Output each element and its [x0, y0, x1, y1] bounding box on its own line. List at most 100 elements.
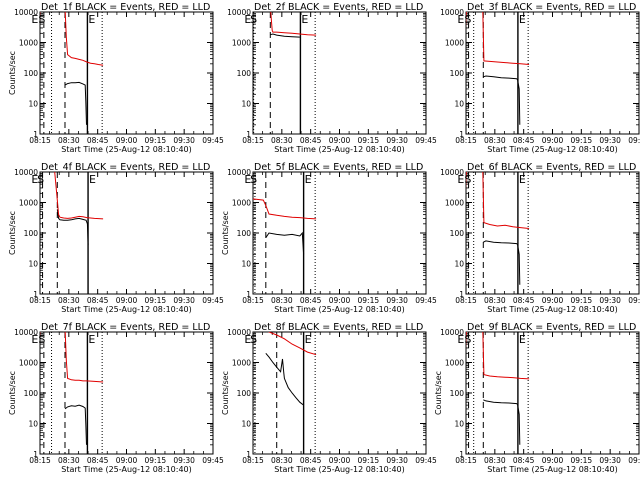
- x-axis-label: Start Time (25-Aug-12 08:10:40): [487, 465, 618, 474]
- x-tick-label: 09:00: [542, 456, 564, 465]
- x-tick-label: 09:45: [202, 296, 224, 305]
- y-tick-label: 1: [246, 290, 251, 299]
- lld-series-line: [466, 12, 530, 65]
- events-series-line: [56, 209, 89, 246]
- y-tick-label: 100: [450, 229, 465, 238]
- y-tick-label: 100: [24, 229, 39, 238]
- chart-title: Det_9f BLACK = Events, RED = LLD: [467, 322, 636, 333]
- series-group: [54, 172, 104, 246]
- phase-marker-label: E: [457, 13, 464, 26]
- phase-marker-label: E: [305, 173, 312, 186]
- phase-marker-label: E: [88, 13, 95, 26]
- x-tick-label: 09:45: [628, 456, 640, 465]
- x-tick-label: 09:45: [628, 136, 640, 145]
- y-tick-label: 10000: [227, 8, 251, 17]
- y-tick-label: 10: [454, 100, 464, 109]
- x-tick-label: 08:15: [455, 136, 477, 145]
- x-tick-label: 09:00: [116, 136, 138, 145]
- events-series-line: [483, 240, 521, 285]
- lld-series-line: [253, 198, 317, 220]
- y-tick-label: 10000: [14, 328, 38, 337]
- phase-marker-label: S: [250, 13, 257, 26]
- series-group: [253, 198, 317, 255]
- series-group: [265, 332, 317, 406]
- y-tick-label: 1000: [445, 359, 464, 368]
- x-tick-label: 09:30: [386, 136, 408, 145]
- x-tick-label: 09:15: [571, 456, 593, 465]
- chart-panel-2: Det_2f BLACK = Events, RED = LLD 1 10 100 10…: [227, 2, 437, 154]
- x-tick-label: 09:15: [571, 136, 593, 145]
- series-group: [40, 332, 104, 445]
- phase-marker-label: E: [301, 13, 308, 26]
- phase-marker-label: E: [519, 173, 526, 186]
- x-tick-label: 08:15: [242, 456, 264, 465]
- x-tick-label: 09:45: [415, 296, 437, 305]
- x-tick-label: 09:00: [116, 456, 138, 465]
- y-tick-label: 100: [24, 69, 39, 78]
- y-axis-label: Counts/sec: [8, 51, 17, 95]
- chart-title: Det_1f BLACK = Events, RED = LLD: [41, 2, 210, 13]
- x-tick-label: 08:15: [29, 456, 51, 465]
- x-axis-label: Start Time (25-Aug-12 08:10:40): [487, 145, 618, 154]
- phase-marker-label: E: [457, 173, 464, 186]
- x-tick-label: 09:45: [415, 136, 437, 145]
- chart-panel-8: Det_8f BLACK = Events, RED = LLD 1 10 100 10…: [221, 322, 437, 474]
- y-axis-label: Counts/sec: [221, 371, 230, 415]
- phase-marker-label: E: [88, 333, 95, 346]
- marker-lines: [253, 12, 316, 134]
- x-axis-label: Start Time (25-Aug-12 08:10:40): [61, 145, 192, 154]
- y-tick-label: 100: [24, 389, 39, 398]
- x-tick-label: 08:15: [455, 456, 477, 465]
- phase-marker-label: E: [305, 333, 312, 346]
- chart-title: Det_8f BLACK = Events, RED = LLD: [254, 322, 423, 333]
- x-axis-label: Start Time (25-Aug-12 08:10:40): [487, 305, 618, 314]
- lld-series-line: [270, 12, 317, 36]
- events-series-line: [265, 231, 305, 255]
- x-tick-label: 08:45: [300, 296, 322, 305]
- lld-series-line: [466, 172, 530, 229]
- x-tick-label: 09:00: [542, 136, 564, 145]
- x-tick-label: 09:00: [329, 296, 351, 305]
- y-tick-label: 1000: [19, 359, 38, 368]
- x-tick-label: 09:45: [415, 456, 437, 465]
- y-tick-label: 10: [28, 420, 38, 429]
- x-tick-label: 09:15: [145, 296, 167, 305]
- marker-lines: [43, 12, 103, 134]
- y-tick-label: 1000: [19, 199, 38, 208]
- y-axis-label: Counts/sec: [434, 371, 443, 415]
- phase-marker-label: E: [244, 13, 251, 26]
- lld-series-line: [268, 332, 317, 356]
- x-tick-label: 08:30: [484, 456, 506, 465]
- chart-panel-7: Det_7f BLACK = Events, RED = LLD 1 10 100 10…: [8, 322, 224, 474]
- events-series-line: [270, 33, 300, 38]
- chart-title: Det_5f BLACK = Events, RED = LLD: [254, 162, 423, 173]
- x-tick-label: 09:15: [358, 456, 380, 465]
- lld-series-line: [40, 12, 104, 66]
- x-tick-label: 08:15: [29, 296, 51, 305]
- y-tick-label: 10: [28, 100, 38, 109]
- y-tick-label: 10000: [227, 168, 251, 177]
- phase-marker-label: S: [38, 13, 45, 26]
- x-tick-label: 09:30: [386, 456, 408, 465]
- marker-lines: [254, 172, 316, 294]
- x-tick-label: 08:15: [242, 296, 264, 305]
- phase-marker-label: S: [464, 173, 471, 186]
- y-tick-label: 1000: [232, 199, 251, 208]
- lld-series-line: [54, 172, 104, 220]
- phase-marker-label: E: [31, 333, 38, 346]
- y-axis-label: Counts/sec: [8, 371, 17, 415]
- x-tick-label: 08:45: [513, 136, 535, 145]
- y-axis-label: Counts/sec: [8, 211, 17, 255]
- x-tick-label: 09:30: [599, 296, 621, 305]
- events-series-line: [265, 352, 304, 406]
- x-tick-label: 09:30: [599, 136, 621, 145]
- phase-marker-label: E: [519, 13, 526, 26]
- events-series-line: [64, 81, 87, 125]
- y-tick-label: 10: [28, 260, 38, 269]
- phase-marker-label: S: [38, 333, 45, 346]
- x-tick-label: 08:45: [87, 136, 109, 145]
- marker-lines: [468, 12, 529, 134]
- x-tick-label: 09:00: [116, 296, 138, 305]
- y-tick-label: 1: [246, 130, 251, 139]
